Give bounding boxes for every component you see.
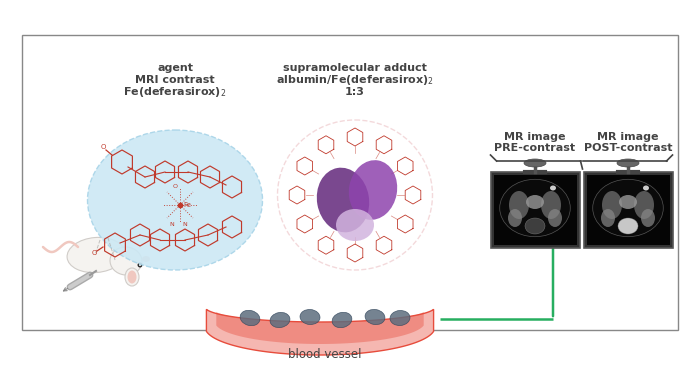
- Ellipse shape: [317, 168, 369, 232]
- Ellipse shape: [618, 218, 638, 234]
- Ellipse shape: [365, 309, 385, 325]
- Ellipse shape: [349, 160, 397, 220]
- Ellipse shape: [336, 209, 374, 241]
- Circle shape: [137, 262, 143, 268]
- Text: agent: agent: [157, 63, 193, 73]
- Ellipse shape: [619, 195, 637, 209]
- Ellipse shape: [390, 310, 410, 325]
- Text: Fe: Fe: [183, 202, 191, 208]
- Text: O: O: [172, 184, 178, 190]
- FancyBboxPatch shape: [584, 172, 673, 248]
- Ellipse shape: [67, 238, 125, 273]
- Ellipse shape: [277, 120, 433, 270]
- Text: O: O: [100, 144, 106, 150]
- Ellipse shape: [142, 256, 150, 262]
- Ellipse shape: [524, 159, 546, 167]
- FancyBboxPatch shape: [494, 175, 577, 245]
- Ellipse shape: [550, 186, 556, 190]
- Ellipse shape: [508, 209, 522, 227]
- Ellipse shape: [601, 209, 615, 227]
- Ellipse shape: [270, 313, 290, 328]
- Circle shape: [139, 264, 141, 266]
- Text: MRI contrast: MRI contrast: [135, 75, 215, 85]
- FancyBboxPatch shape: [587, 175, 669, 245]
- Text: PRE-contrast: PRE-contrast: [494, 143, 575, 153]
- Ellipse shape: [602, 191, 622, 219]
- Polygon shape: [206, 309, 433, 355]
- Text: POST-contrast: POST-contrast: [584, 143, 672, 153]
- Ellipse shape: [240, 310, 260, 326]
- Ellipse shape: [593, 179, 664, 237]
- Text: N: N: [183, 223, 188, 228]
- Text: MR image: MR image: [597, 132, 659, 142]
- Ellipse shape: [617, 159, 639, 167]
- Ellipse shape: [125, 268, 139, 286]
- Text: Fe(deferasirox)$_2$: Fe(deferasirox)$_2$: [123, 85, 227, 99]
- FancyBboxPatch shape: [491, 172, 580, 248]
- Ellipse shape: [643, 186, 649, 190]
- Ellipse shape: [300, 310, 320, 325]
- Text: 1:3: 1:3: [345, 87, 365, 97]
- Ellipse shape: [548, 209, 562, 227]
- Ellipse shape: [641, 209, 655, 227]
- Text: supramolecular adduct: supramolecular adduct: [283, 63, 427, 73]
- Text: blood vessel: blood vessel: [288, 347, 362, 361]
- Ellipse shape: [525, 218, 545, 234]
- Text: O: O: [91, 250, 97, 256]
- Polygon shape: [216, 312, 424, 344]
- Ellipse shape: [127, 270, 136, 284]
- Text: MR image: MR image: [504, 132, 566, 142]
- Text: albumin/Fe(deferasirox)$_2$: albumin/Fe(deferasirox)$_2$: [276, 73, 434, 87]
- Ellipse shape: [500, 179, 570, 237]
- FancyBboxPatch shape: [22, 35, 678, 330]
- Ellipse shape: [541, 191, 561, 219]
- Ellipse shape: [88, 130, 262, 270]
- Ellipse shape: [509, 191, 529, 219]
- Ellipse shape: [332, 312, 352, 328]
- Ellipse shape: [634, 191, 654, 219]
- Text: N: N: [169, 223, 174, 228]
- Ellipse shape: [110, 247, 142, 275]
- Ellipse shape: [526, 195, 544, 209]
